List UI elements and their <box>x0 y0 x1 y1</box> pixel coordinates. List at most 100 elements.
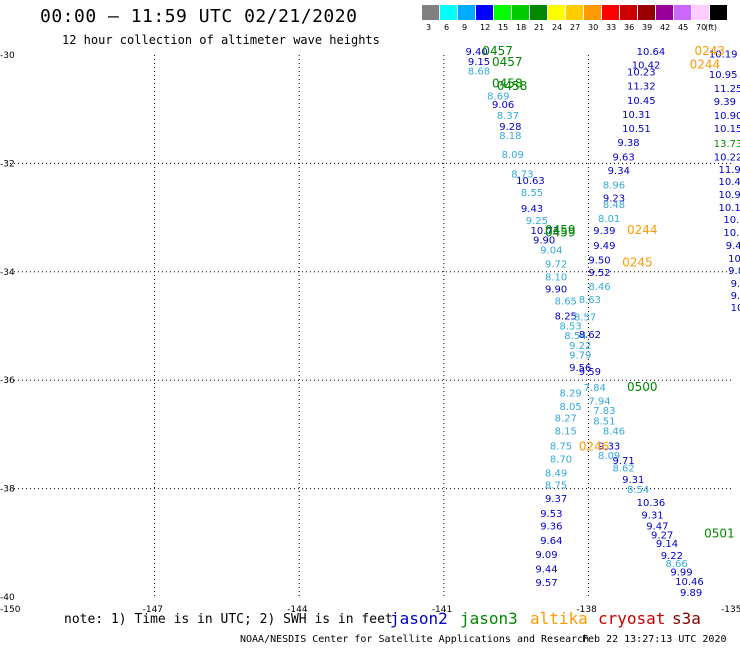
swh-value: 9.56 <box>569 363 591 374</box>
swh-value: 9.34 <box>608 166 630 177</box>
swh-value: 9.22 <box>569 341 591 352</box>
swh-value: 10.2 <box>731 303 740 314</box>
pass-time-label: 0457 <box>482 44 513 58</box>
swh-value: 10.43 <box>719 177 740 188</box>
pass-time-label: 0458 <box>497 79 528 93</box>
swh-value: 10.92 <box>719 190 740 201</box>
swh-value: 9.72 <box>545 259 567 270</box>
swh-value: 8.62 <box>613 463 635 474</box>
scale-swatch <box>440 5 457 20</box>
scale-swatch <box>458 5 475 20</box>
swh-value: 9.64 <box>540 536 562 547</box>
lon-tick-label: -150 <box>0 605 21 615</box>
scale-tick-label: 18 <box>516 23 527 32</box>
swh-value: 8.05 <box>559 402 581 413</box>
swh-value: 9.33 <box>598 442 620 453</box>
timestamp: Feb 22 13:27:13 UTC 2020 <box>582 634 727 645</box>
scale-tick-label: 45 <box>678 23 689 32</box>
swh-value: 8.15 <box>555 426 577 437</box>
swh-value: 10.63 <box>516 176 545 187</box>
swh-value: 9.63 <box>613 153 635 164</box>
swh-value: 11.98 <box>719 165 740 176</box>
scale-swatch <box>476 5 493 20</box>
swh-value: 9.22 <box>661 551 683 562</box>
swh-value: 8.46 <box>588 282 610 293</box>
swh-value: 9.66 <box>731 291 740 302</box>
track-ascending-dark: 9.57 9.44 9.09 9.64 9.369.53 9.37 9.59 8.62 9.52… <box>535 47 665 589</box>
swh-value: 9.89 <box>680 588 702 599</box>
swh-value: 9.15 <box>468 57 490 68</box>
scale-swatch <box>620 5 637 20</box>
swh-value: 10.95 <box>709 70 738 81</box>
scale-swatch <box>548 5 565 20</box>
pass-time-label: 0459 <box>545 223 576 237</box>
scale-tick-label: 70 <box>696 23 707 32</box>
swh-value: 9.44 <box>535 565 557 576</box>
swh-value: 10.90 <box>714 111 740 122</box>
swh-value: 9.14 <box>656 539 678 550</box>
swh-value: 9.31 <box>641 510 663 521</box>
scale-tick-label: 33 <box>606 23 617 32</box>
swh-value: 7.84 <box>584 383 606 394</box>
swh-value: 9.52 <box>588 268 610 279</box>
swh-value: 13.73 <box>714 139 740 150</box>
swh-value: 10.22 <box>714 153 740 164</box>
pass-time-label: 0459 <box>545 226 576 240</box>
pass-time-label: 0500 <box>627 380 658 394</box>
swh-value: 9.38 <box>617 138 639 149</box>
map-subtitle: 12 hour collection of altimeter wave hei… <box>62 33 380 47</box>
swh-value: 9.06 <box>492 100 514 111</box>
lat-tick-label: -30 <box>0 51 15 61</box>
swh-value: 8.96 <box>603 180 625 191</box>
map-grid <box>10 55 733 597</box>
swh-value: 10.73 <box>531 226 560 237</box>
scale-swatch <box>656 5 673 20</box>
swh-value: 9.99 <box>670 567 692 578</box>
scale-swatch <box>422 5 439 20</box>
swh-value: 7.94 <box>588 397 610 408</box>
scale-swatch <box>602 5 619 20</box>
swh-value: 10.15 <box>714 124 740 135</box>
scale-swatch <box>674 5 691 20</box>
swh-value: 10.45 <box>627 96 656 107</box>
scale-tick-label: 15 <box>498 23 509 32</box>
swh-value: 10.64 <box>637 47 666 58</box>
scale-unit: (ft) <box>705 23 718 32</box>
map-title: 00:00 — 11:59 UTC 02/21/2020 <box>40 6 358 27</box>
scale-tick-label: 42 <box>660 23 671 32</box>
scale-swatch <box>512 5 529 20</box>
pass-time-label: 0244 <box>690 58 721 72</box>
swh-value: 9.71 <box>613 456 635 467</box>
legend-altika: altika <box>530 609 588 628</box>
lat-tick-label: -38 <box>0 485 15 495</box>
swh-value: 9.25 <box>526 216 548 227</box>
swh-value: 9.57 <box>535 578 557 589</box>
legend-jason3: jason3 <box>460 609 518 628</box>
pass-time-label: 0501 <box>704 526 735 540</box>
swh-value: 8.01 <box>598 214 620 225</box>
track-descending-dark: 9.409.159.069.2810.639.4310.739.909.908.… <box>465 47 703 599</box>
scale-tick-label: 30 <box>588 23 599 32</box>
swh-value: 8.69 <box>487 91 509 102</box>
swh-value: 8.48 <box>603 200 625 211</box>
lat-tick-label: -36 <box>0 376 15 386</box>
scale-tick-label: 27 <box>570 23 581 32</box>
swh-value: 10.36 <box>637 498 666 509</box>
swh-value: 10.51 <box>622 124 651 135</box>
swh-value: 8.49 <box>545 469 567 480</box>
scale-swatch <box>530 5 547 20</box>
lat-tick-label: -32 <box>0 159 15 169</box>
legend-s3a: s3a <box>672 609 701 628</box>
swh-value: 8.62 <box>579 330 601 341</box>
pass-time-label: 0458 <box>492 77 523 91</box>
swh-value: 9.50 <box>588 256 610 267</box>
scale-tick-label: 6 <box>444 23 450 32</box>
scale-swatch <box>494 5 511 20</box>
swh-value: 9.28 <box>499 122 521 133</box>
scale-tick-label: 9 <box>462 23 468 32</box>
swh-value: 8.25 <box>555 311 577 322</box>
axis-ticks: -150 -147 -144 -141 -138 -135 -30 -32 -34 -36 -38 -… <box>0 51 740 615</box>
swh-value: 8.75 <box>550 442 572 453</box>
